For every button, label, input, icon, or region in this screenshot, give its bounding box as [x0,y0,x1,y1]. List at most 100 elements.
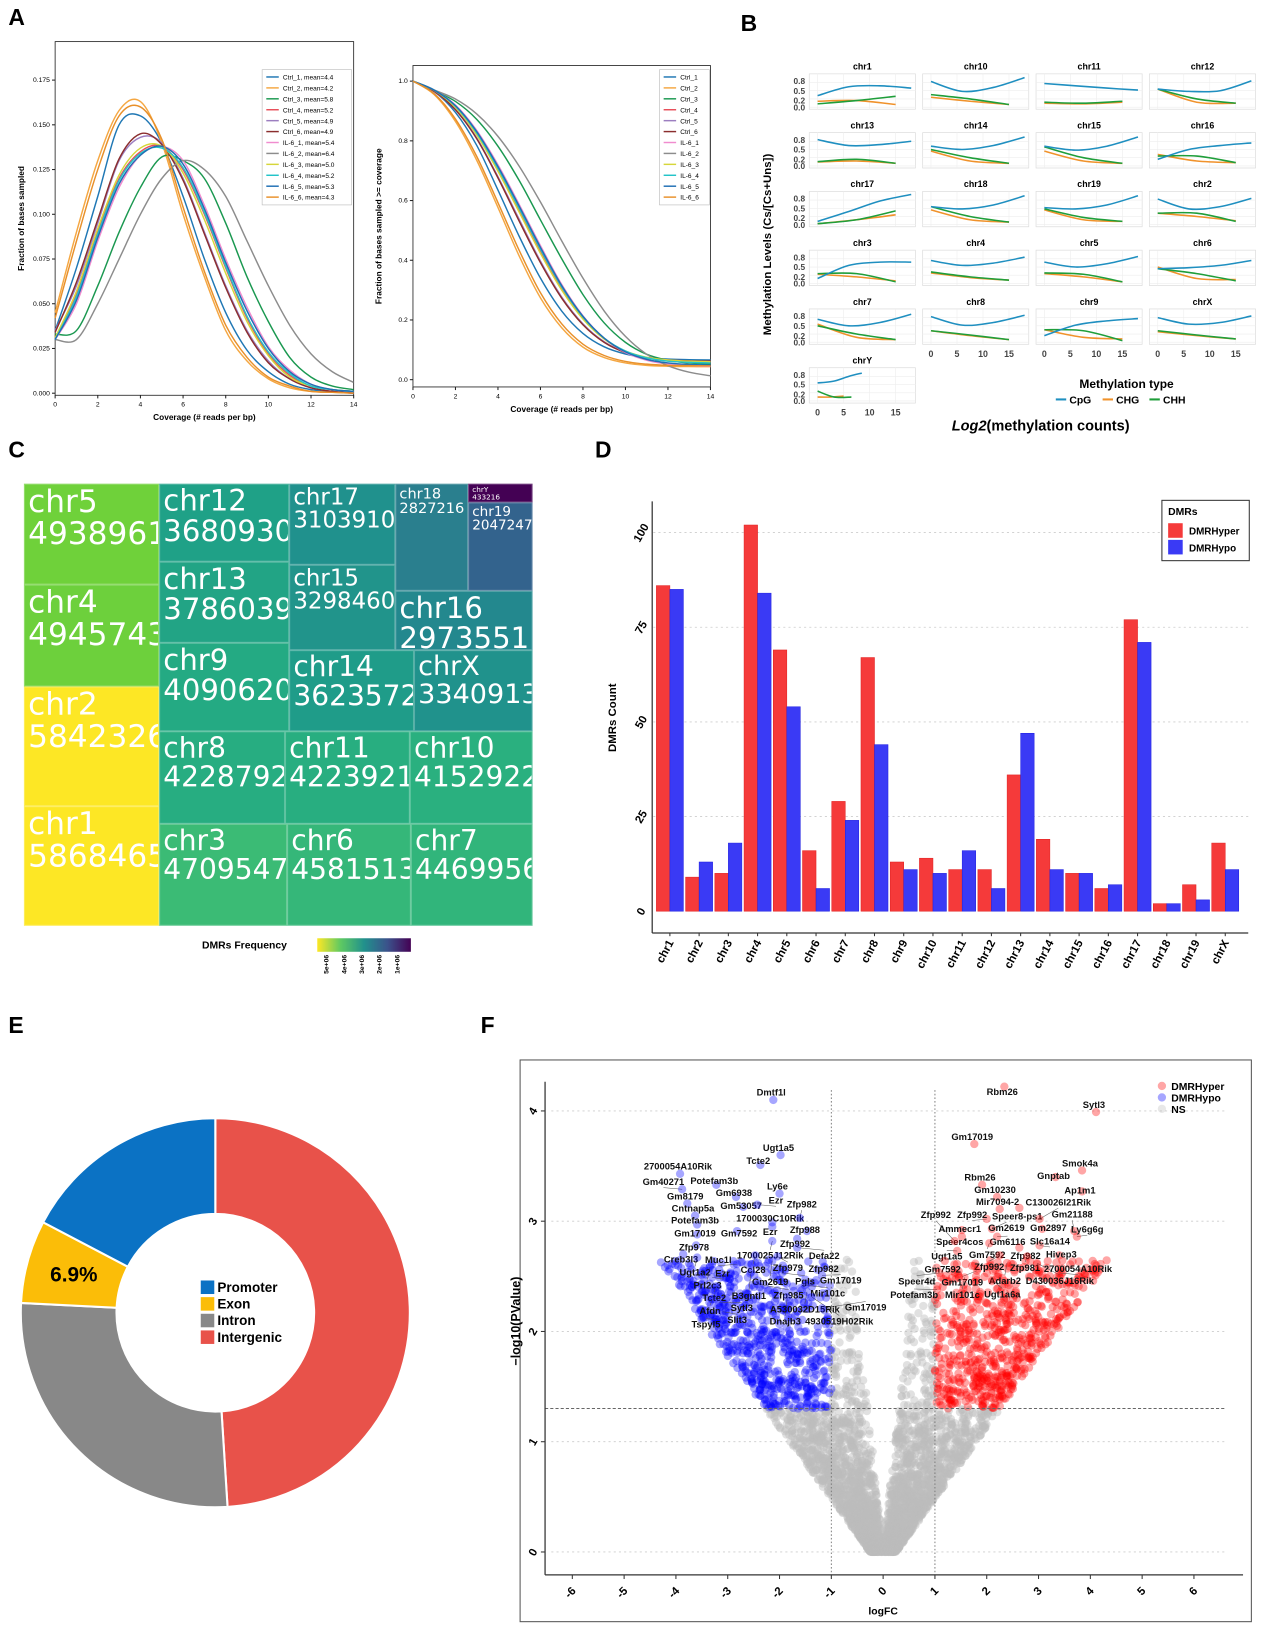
point-DMRHypo [823,1328,833,1337]
legend-title: Methylation type [1079,377,1174,391]
point-NS [924,1427,934,1437]
point-DMRHypo [760,1370,769,1380]
gene-label: Zfp982 [787,1199,817,1209]
x-tick-label: 0 [53,402,57,409]
x-tick-label: 10 [1205,349,1215,359]
point-DMRHyper [988,1302,998,1311]
legend-swatch-NS [1157,1104,1167,1114]
legend-box [659,69,710,206]
point-NS [866,1538,875,1547]
legend-label: Ctrl_2, mean=4.2 [283,85,334,92]
line-CpG [930,195,1025,210]
point-DMRHyper [950,1376,959,1385]
point-NS [938,1478,948,1487]
bar-DMRHypo-chr18 [1166,903,1181,912]
point-NS [952,1424,961,1433]
legend-label: Ctrl_4 [680,107,698,114]
point-NS [831,1459,841,1469]
point-DMRHypo [775,1402,785,1411]
point-NS [940,1447,950,1456]
legend-label: NS [1171,1105,1186,1116]
point-DMRHyper [975,1354,984,1363]
gene-label: Rbm26 [964,1173,995,1183]
point-NS [933,1473,942,1482]
bar-DMRHyper-chr3 [714,873,729,912]
point-DMRHypo [766,1357,775,1367]
labeled-point [795,1213,804,1223]
point-NS [921,1318,930,1327]
point-NS [937,1433,946,1442]
facet-panel [922,249,1030,286]
point-DMRHyper [969,1344,978,1353]
legend-label: Ctrl_5 [680,118,698,125]
bar-DMRHyper-chr4 [743,524,758,912]
point-NS [903,1458,913,1468]
point-NS [845,1333,854,1342]
point-NS [860,1532,869,1541]
legend-label: Ctrl_5, mean=4.9 [283,118,334,125]
point-NS [906,1453,915,1462]
legend-label: IL-6_1, mean=5.4 [283,140,335,147]
point-NS [823,1463,832,1472]
line-CpG [1044,255,1139,268]
point-DMRHypo [811,1354,820,1363]
point-NS [965,1432,975,1442]
point-NS [918,1455,928,1464]
point-NS [901,1430,910,1439]
facet-panel [1149,308,1256,345]
facet-chr14: chr14 [922,120,1030,169]
point-NS [793,1434,802,1443]
colorbar-tick-label: 4e+06 [341,955,348,974]
x-tick-label: 14 [350,402,358,409]
point-NS [868,1545,878,1554]
point-NS [909,1365,919,1375]
point-DMRHyper [978,1333,987,1342]
point-NS [897,1384,906,1393]
facet-chr1: chr10.80.50.20.0 [794,62,916,112]
volcano-plot: 01234DMRHyperDMRHypoNSDmtf1lUgt1a5Tcte22… [509,1059,1252,1623]
legend-label: IL-6_2 [680,151,699,158]
point-NS [861,1397,870,1406]
line-CHH [930,271,1010,281]
legend-swatch-DMRHyper [1168,523,1183,538]
point-NS [869,1520,878,1529]
labeled-point [817,1304,827,1313]
point-DMRHyper [966,1358,975,1368]
y-tick-label: 0.0 [398,377,408,384]
point-NS [852,1466,861,1476]
point-NS [910,1484,919,1493]
point-NS [893,1512,902,1521]
point-NS [862,1529,871,1538]
point-DMRHyper [1008,1369,1017,1379]
coverage-histogram-plot: 0 2 4 6 8 10 12 140.0000.0250.0500.0750.1000.12… [16,41,358,422]
facet-title: chr3 [853,238,872,248]
point-NS [858,1403,868,1412]
point-NS [909,1509,918,1518]
line-CHH [817,272,896,283]
line-CHH [1157,329,1236,340]
labeled-point [753,1200,762,1209]
bar-DMRHypo-chr16 [1108,884,1123,912]
point-NS [906,1349,915,1359]
bar-DMRHypo-chr6 [815,888,830,912]
x-tick-label: chr14 [1032,938,1057,971]
point-NS [894,1508,903,1518]
series-line-IL-6_5 [54,145,354,393]
gene-label: Zfp979 [773,1263,803,1273]
point-NS [858,1376,868,1385]
legend-label: DMRHyper [1189,527,1240,538]
point-NS [975,1427,984,1436]
line-CHH [1044,272,1123,283]
point-NS [904,1328,913,1338]
facet-title: chr6 [1193,238,1212,248]
bar-DMRHypo-chr13 [1020,732,1035,912]
facet-panel [1035,249,1143,286]
series-line-Ctrl_6 [54,132,354,394]
gene-label: Potefam3b [671,1215,719,1225]
gene-label: Sytl3 [731,1303,753,1313]
point-NS [914,1256,923,1266]
